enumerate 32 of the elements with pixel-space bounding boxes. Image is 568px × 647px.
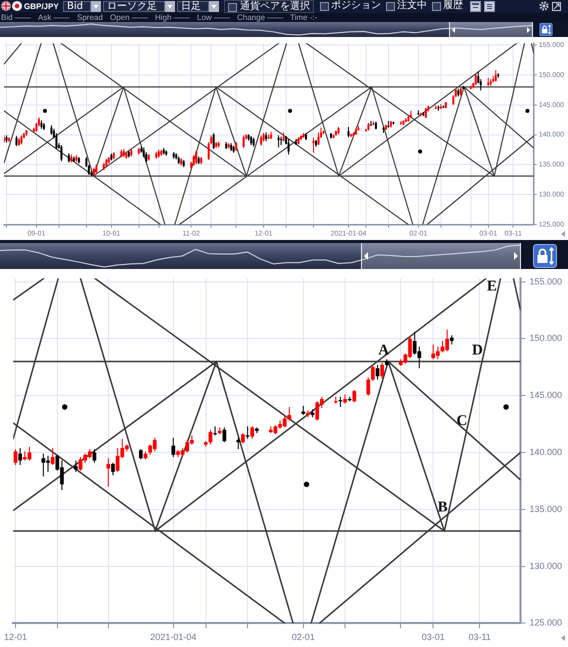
annotation: D: [472, 342, 484, 358]
dropdown: ローソク足: [103, 1, 165, 12]
annotation: C: [456, 412, 468, 429]
text: ポジション: [331, 0, 381, 12]
text: Low ——: [197, 13, 230, 22]
y-tick-label: 155.000: [529, 276, 562, 286]
annotation: A: [378, 342, 390, 358]
y-tick-label: 150.000: [529, 333, 562, 344]
text: Time -:-: [290, 13, 318, 22]
text: Spread: [77, 13, 103, 22]
annotation: E: [486, 278, 497, 295]
x-tick-label: 2021-01-04: [150, 632, 196, 642]
dropdown: Bid: [63, 1, 91, 12]
y-tick-label: 125.000: [529, 618, 562, 628]
text: GBP/JPY: [24, 1, 59, 13]
x-tick-label: 02-01: [292, 632, 315, 642]
y-tick-label: 140.000: [529, 446, 562, 457]
text: Ask ——: [38, 13, 70, 22]
x-tick-label: 03-01: [422, 632, 445, 642]
text: Change ——: [237, 13, 284, 22]
y-tick-label: 145.000: [529, 390, 562, 400]
x-tick-label: 12-01: [4, 632, 28, 642]
text: Bid ——: [1, 13, 31, 22]
dropdown: 日足: [177, 1, 209, 12]
x-tick-label: 03-11: [468, 632, 491, 642]
text: High ——: [155, 13, 190, 22]
text: 履歴: [443, 0, 463, 12]
y-tick-label: 135.000: [529, 504, 562, 514]
checkbox-field: 通貨ペアを選択: [224, 0, 314, 13]
annotation: B: [438, 499, 448, 516]
y-tick-label: 130.000: [529, 560, 562, 571]
text: Open ——: [110, 13, 148, 22]
